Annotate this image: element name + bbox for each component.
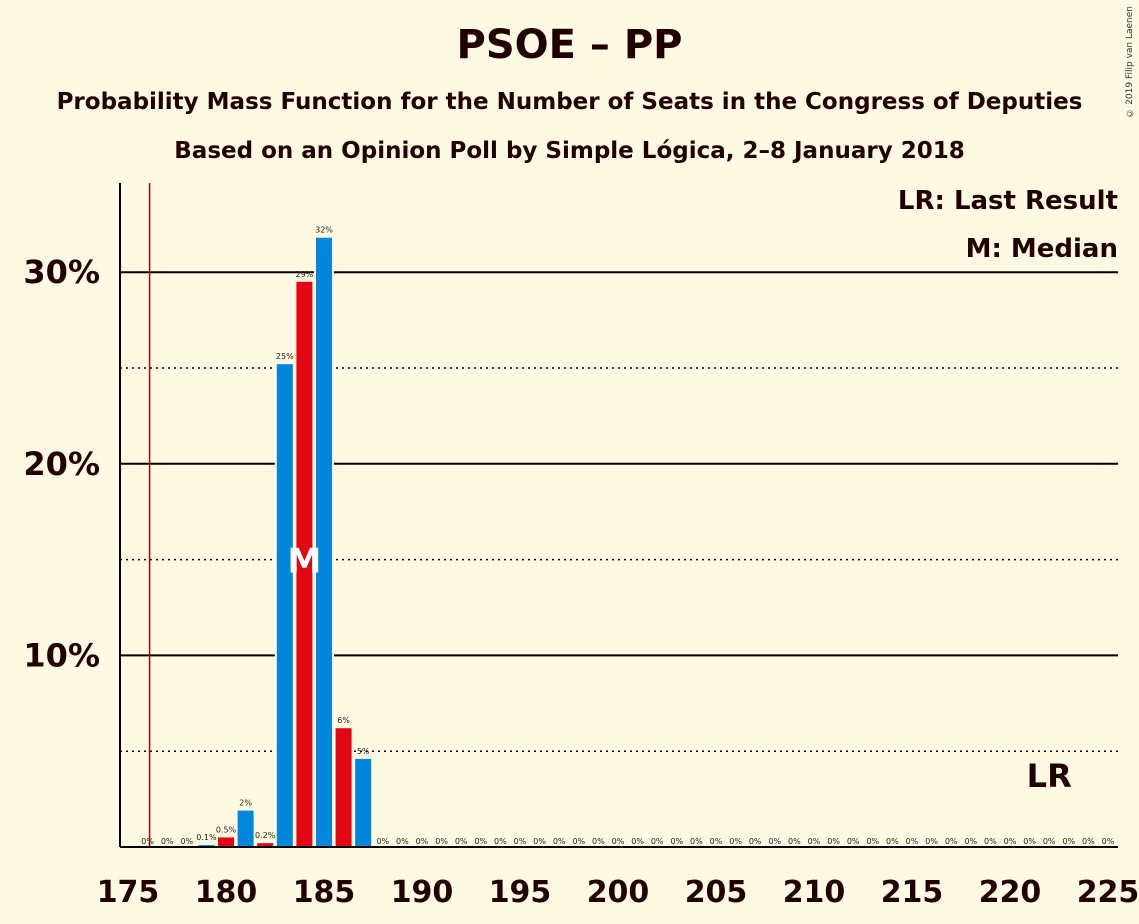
bar-label-190: 0%	[416, 837, 429, 846]
bar-label-209: 0%	[788, 837, 801, 846]
x-tick-225: 225	[1077, 875, 1139, 910]
bar-label-191: 0%	[435, 837, 448, 846]
median-marker: M	[287, 542, 321, 582]
bar-label-204: 0%	[690, 837, 703, 846]
bar-label-184: 29%	[296, 270, 314, 279]
bar-183	[276, 364, 293, 847]
bar-180	[218, 837, 234, 847]
bar-label-183: 25%	[276, 352, 294, 361]
x-tick-185: 185	[293, 875, 356, 910]
bar-label-203: 0%	[670, 837, 683, 846]
chart-subtitle-1: Probability Mass Function for the Number…	[56, 89, 1083, 115]
bar-label-225: 0%	[1102, 837, 1115, 846]
bar-181	[237, 810, 254, 847]
x-tick-190: 190	[391, 875, 454, 910]
bar-label-212: 0%	[847, 837, 860, 846]
bar-label-188: 0%	[376, 837, 389, 846]
bar-label-196: 0%	[533, 837, 546, 846]
bar-label-197: 0%	[553, 837, 566, 846]
legend: LR: Last Result M: Median	[898, 186, 1118, 264]
y-tick-10: 10%	[23, 636, 100, 674]
bar-label-192: 0%	[455, 837, 468, 846]
bar-label-206: 0%	[729, 837, 742, 846]
x-tick-195: 195	[489, 875, 552, 910]
bar-series	[198, 235, 374, 847]
bar-label-189: 0%	[396, 837, 409, 846]
x-tick-200: 200	[587, 875, 650, 910]
bar-label-222: 0%	[1043, 837, 1056, 846]
y-tick-20: 20%	[23, 445, 100, 483]
bar-184	[296, 281, 313, 847]
x-tick-175: 175	[97, 875, 160, 910]
axes	[119, 183, 1118, 848]
bar-label-210: 0%	[808, 837, 821, 846]
bar-label-215: 0%	[906, 837, 919, 846]
bar-value-labels: 0% 0% 0% 0.1%0.5% 2% 0.2% 25% 29% 32% 6% 5% 0% 0% 0% 0…	[141, 226, 1114, 846]
bar-label-185: 32%	[315, 226, 333, 235]
bar-label-198: 0%	[572, 837, 585, 846]
bar-label-199: 0%	[592, 837, 605, 846]
bar-label-187: 5%	[357, 747, 370, 756]
x-tick-215: 215	[881, 875, 944, 910]
bar-label-182: 0.2%	[255, 831, 276, 840]
bar-label-201: 0%	[631, 837, 644, 846]
grid-lines	[120, 183, 1118, 847]
legend-median: M: Median	[966, 234, 1118, 264]
bar-label-202: 0%	[651, 837, 664, 846]
bar-label-213: 0%	[866, 837, 879, 846]
bar-label-181: 2%	[239, 799, 252, 808]
bar-label-216: 0%	[925, 837, 938, 846]
bar-label-195: 0%	[514, 837, 527, 846]
bar-label-186: 6%	[337, 716, 350, 725]
bar-182	[257, 843, 274, 847]
legend-last-result: LR: Last Result	[898, 186, 1118, 216]
chart-title: PSOE – PP	[456, 22, 683, 68]
bar-label-218: 0%	[964, 837, 977, 846]
x-tick-180: 180	[195, 875, 258, 910]
chart-subtitle-2: Based on an Opinion Poll by Simple Lógic…	[174, 138, 965, 164]
bar-label-177: 0%	[161, 837, 174, 846]
bar-label-214: 0%	[886, 837, 899, 846]
bar-label-205: 0%	[710, 837, 723, 846]
bar-186	[335, 728, 352, 847]
x-tick-210: 210	[783, 875, 846, 910]
bar-187	[355, 758, 372, 847]
bar-label-200: 0%	[612, 837, 625, 846]
bar-label-224: 0%	[1082, 837, 1095, 846]
bar-label-176: 0%	[141, 837, 154, 846]
bar-185	[316, 237, 332, 847]
bar-label-211: 0%	[827, 837, 840, 846]
bar-label-223: 0%	[1062, 837, 1075, 846]
bar-label-217: 0%	[945, 837, 958, 846]
tick-labels: 175 180 185 190 195 200 205 210 215 220 225 10% 20% 3…	[23, 253, 1139, 910]
x-tick-205: 205	[685, 875, 748, 910]
bar-label-220: 0%	[1004, 837, 1017, 846]
bar-label-221: 0%	[1023, 837, 1036, 846]
x-tick-220: 220	[979, 875, 1042, 910]
bar-label-194: 0%	[494, 837, 507, 846]
bar-label-179: 0.1%	[196, 833, 217, 842]
bar-label-208: 0%	[768, 837, 781, 846]
bar-label-207: 0%	[749, 837, 762, 846]
last-result-marker: LR	[1027, 757, 1072, 795]
bar-label-178: 0%	[180, 837, 193, 846]
y-tick-30: 30%	[23, 253, 100, 291]
bar-label-180: 0.5%	[216, 825, 237, 834]
bar-label-193: 0%	[474, 837, 487, 846]
bar-label-219: 0%	[984, 837, 997, 846]
